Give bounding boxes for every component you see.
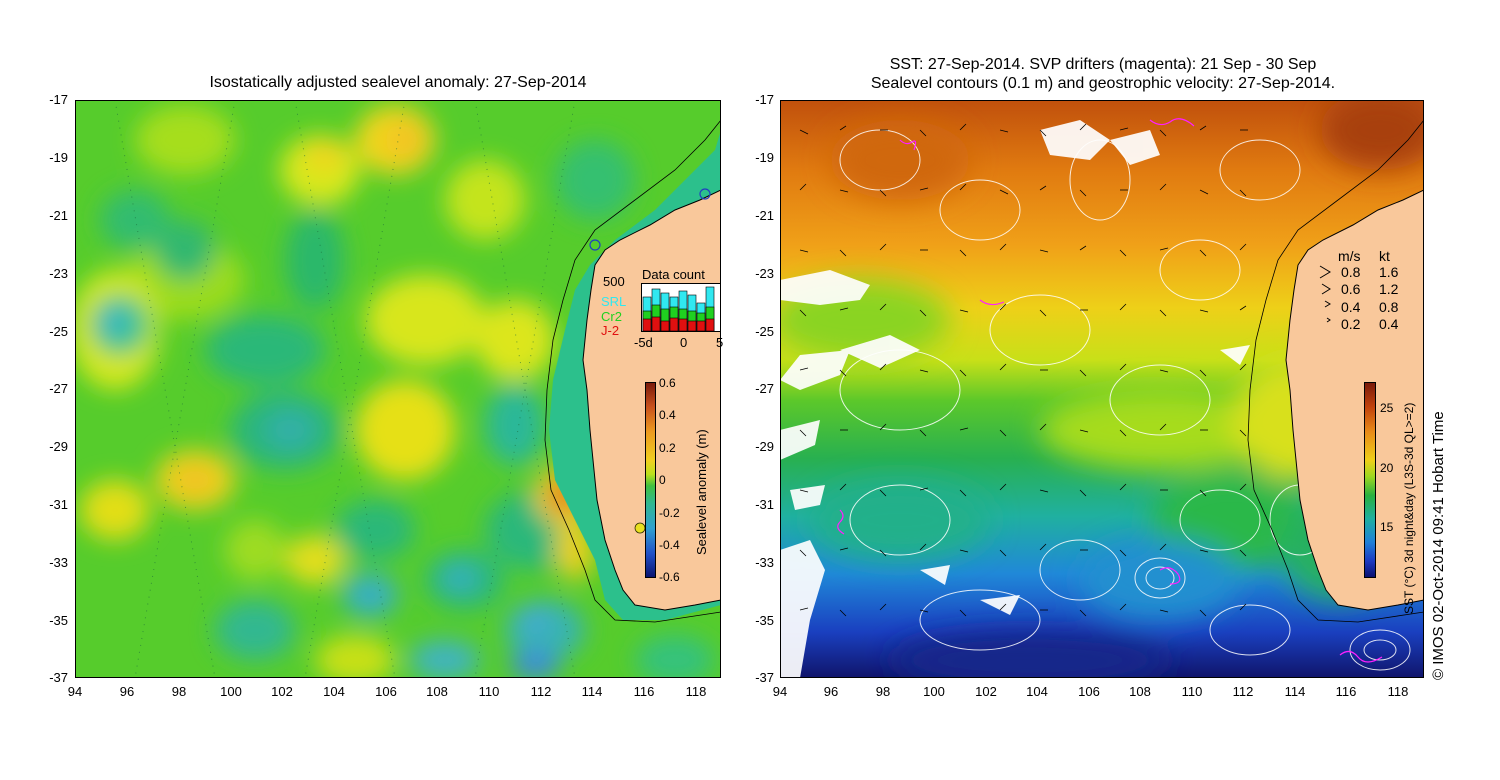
y-tick: -19 [49,150,68,165]
y-tick: -29 [49,439,68,454]
y-tick: -37 [755,670,774,685]
imos-credit: © IMOS 02-Oct-2014 09:41 Hobart Time [1430,411,1447,680]
y-tick: -31 [755,497,774,512]
y-tick: -31 [49,497,68,512]
y-tick: -21 [49,208,68,223]
velocity-legend-arrows [1319,265,1331,323]
y-tick: -17 [755,92,774,107]
sealevel-anomaly-map[interactable] [75,100,721,678]
x-tick: 102 [271,684,293,699]
x-tick: 102 [975,684,997,699]
y-tick: -21 [755,208,774,223]
colorbar-tick: 0 [659,473,666,487]
right-title-line2: Sealevel contours (0.1 m) and geostrophi… [870,75,1336,92]
x-tick: 104 [1026,684,1048,699]
x-tick: 116 [633,684,655,699]
sealevel-contours [839,129,1411,671]
svp-drifter-tracks [837,118,1383,663]
coastline [582,189,721,611]
shelf-contour [1247,119,1424,623]
velocity-legend-header-ms: m/s [1338,248,1361,264]
x-tick: 94 [772,684,788,699]
y-tick: -23 [49,266,68,281]
x-tick: 106 [375,684,397,699]
coastline [1285,189,1424,611]
velocity-legend-kt: 1.2 [1379,281,1399,297]
y-tick: -19 [755,150,774,165]
x-tick: 108 [426,684,448,699]
x-tick: 106 [1078,684,1100,699]
series-label-srl: SRL [601,294,627,309]
data-count-x-tick: 0 [680,335,688,350]
colorbar-tick: 0.6 [659,376,676,390]
series-label-cr2: Cr2 [601,309,622,324]
x-tick: 114 [1284,684,1306,699]
velocity-legend-ms: 0.4 [1341,299,1361,315]
tide-gauge-marker[interactable] [589,239,601,251]
australia-land [1286,190,1424,678]
velocity-legend-kt: 0.8 [1379,299,1399,315]
x-tick: 104 [323,684,345,699]
sealevel-colorbar [645,382,656,578]
velocity-legend-ms: 0.2 [1341,316,1361,332]
y-tick: -33 [49,555,68,570]
sst-map[interactable] [780,100,1424,678]
y-tick: -29 [755,439,774,454]
x-tick: 118 [1387,684,1409,699]
y-tick: -37 [49,670,68,685]
colorbar-tick: 0.2 [659,441,676,455]
y-tick: -27 [755,381,774,396]
x-tick: 98 [875,684,891,699]
y-tick: -17 [49,92,68,107]
x-tick: 98 [171,684,187,699]
series-label-j2: J-2 [601,323,620,338]
x-tick: 96 [119,684,135,699]
velocity-legend-kt: 0.4 [1379,316,1399,332]
colorbar-tick: 15 [1380,520,1394,534]
x-tick: 110 [478,684,500,699]
colorbar-tick: -0.4 [659,538,680,552]
geostrophic-velocity-arrows [799,123,1248,617]
y-tick: -35 [49,613,68,628]
x-tick: 94 [67,684,83,699]
sst-colorbar-label: SST (°C) 3d night&day (L3S-3d QL>=2) [1402,402,1416,614]
data-count-x-tick: 5 [716,335,724,350]
data-count-x-tick: -5d [634,335,653,350]
y-tick: -23 [755,266,774,281]
y-tick: -33 [755,555,774,570]
x-tick: 110 [1181,684,1203,699]
right-title-line1: SST: 27-Sep-2014. SVP drifters (magenta)… [889,56,1317,73]
colorbar-tick: -0.6 [659,570,680,584]
data-count-histogram [641,283,721,332]
y-tick: -35 [755,613,774,628]
x-tick: 114 [581,684,603,699]
velocity-legend-kt: 1.6 [1379,264,1399,280]
colorbar-tick: -0.2 [659,506,680,520]
tide-gauge-marker[interactable] [699,188,711,200]
y-tick: -25 [49,324,68,339]
colorbar-tick: 0.4 [659,408,676,422]
sealevel-colorbar-label: Sealevel anomaly (m) [694,429,709,555]
sst-colorbar [1364,382,1376,578]
x-tick: 96 [823,684,839,699]
x-tick: 108 [1129,684,1151,699]
colorbar-tick: 20 [1380,461,1394,475]
left-title: Isostatically adjusted sealevel anomaly:… [209,74,587,91]
colorbar-tick: 25 [1380,401,1394,415]
velocity-legend-ms: 0.8 [1341,264,1361,280]
x-tick: 100 [220,684,242,699]
data-count-title: Data count [642,267,705,282]
x-tick: 116 [1335,684,1357,699]
x-tick: 112 [530,684,552,699]
tide-gauge-marker[interactable] [634,522,646,534]
y-tick: -27 [49,381,68,396]
velocity-legend-header-kt: kt [1379,248,1390,264]
data-count-max-label: 500 [603,274,625,289]
x-tick: 100 [923,684,945,699]
y-tick: -25 [755,324,774,339]
x-tick: 118 [685,684,707,699]
shelf-contour [544,119,721,623]
x-tick: 112 [1232,684,1254,699]
velocity-legend-ms: 0.6 [1341,281,1361,297]
